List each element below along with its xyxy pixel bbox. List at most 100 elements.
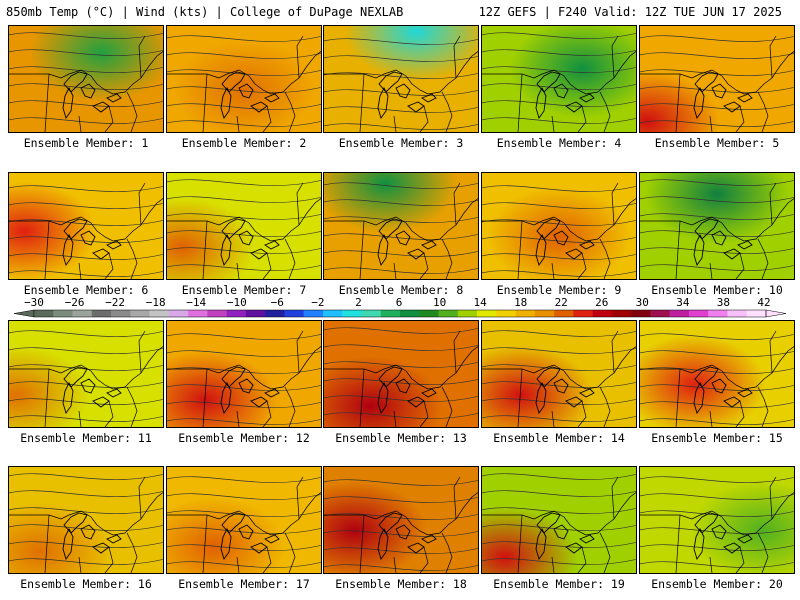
temperature-field-map: [640, 173, 794, 279]
colorbar-segment: [592, 310, 613, 317]
colorbar-segment: [34, 310, 54, 317]
colorbar-segment: [457, 310, 478, 317]
height-contour-line: [482, 185, 636, 192]
colorbar-tick-label: −18: [146, 296, 166, 309]
colorbar-segment: [284, 310, 304, 317]
colorbar-segment: [573, 310, 593, 317]
height-contour-line: [324, 412, 478, 419]
height-contour-line: [482, 100, 636, 107]
colorbar-tick-label: −26: [65, 296, 85, 309]
height-contour-line: [482, 83, 636, 90]
temperature-field-map: [482, 467, 636, 573]
colorbar-segment: [708, 310, 728, 317]
colorbar-segment: [245, 310, 266, 317]
height-contour-line: [324, 123, 478, 130]
colorbar-tick-label: −6: [271, 296, 284, 309]
height-contour-line: [9, 415, 163, 422]
height-contour-line: [167, 367, 321, 374]
height-contour-line: [9, 507, 163, 514]
temperature-field-map: [324, 467, 478, 573]
height-contour-line: [9, 490, 163, 497]
great-lakes-outline: [62, 366, 122, 415]
height-contour-line: [9, 83, 163, 90]
great-lakes-outline: [220, 366, 280, 415]
height-contour-line: [9, 185, 163, 192]
colorbar-tick-label: 30: [636, 296, 649, 309]
height-contour-line: [167, 418, 321, 425]
height-contour-line: [640, 264, 794, 271]
height-contour-line: [167, 35, 321, 42]
height-contour-line: [324, 233, 478, 240]
colorbar-segment: [380, 310, 401, 317]
colorbar-segment: [53, 310, 73, 317]
colorbar-tick-label: 6: [396, 296, 403, 309]
ensemble-member-label: Ensemble Member: 2: [181, 136, 307, 150]
temperature-field-map: [324, 173, 478, 279]
political-borders: [640, 476, 794, 573]
height-contour-line: [167, 350, 321, 357]
height-contour-line: [324, 564, 478, 571]
ensemble-map-panel: [481, 172, 637, 280]
temperature-shading: [482, 321, 636, 427]
temperature-field-map: [324, 26, 478, 132]
height-contour-line: [482, 398, 636, 405]
ensemble-map-panel: [639, 466, 795, 574]
ensemble-member-label: Ensemble Member: 19: [493, 577, 625, 591]
ensemble-member-label: Ensemble Member: 4: [496, 136, 622, 150]
height-contour-line: [167, 476, 321, 483]
temperature-shading: [9, 26, 163, 132]
colorbar-segment: [496, 310, 516, 317]
height-contour-line: [167, 333, 321, 340]
colorbar-segment: [111, 310, 131, 317]
height-contour-line: [640, 196, 794, 203]
height-contour-line: [9, 558, 163, 565]
height-contour-line: [640, 120, 794, 127]
ensemble-map-panel: [323, 320, 479, 428]
ensemble-member-label: Ensemble Member: 7: [181, 283, 307, 297]
ensemble-map-panel: [8, 466, 164, 574]
ensemble-member-label: Ensemble Member: 9: [496, 283, 622, 297]
colorbar-segment: [188, 310, 208, 317]
temperature-shading: [324, 321, 478, 427]
ensemble-map-panel: [639, 172, 795, 280]
height-contour-line: [640, 103, 794, 110]
temperature-shading: [640, 26, 794, 132]
height-contour-line: [9, 541, 163, 548]
ensemble-member-label: Ensemble Member: 3: [338, 136, 464, 150]
great-lakes-outline: [693, 218, 753, 267]
colorbar-tick-label: 18: [514, 296, 527, 309]
ensemble-member-label: Ensemble Member: 16: [20, 577, 152, 591]
colorbar-tick-label: −30: [24, 296, 44, 309]
ensemble-map-panel: [481, 466, 637, 574]
great-lakes-outline: [62, 71, 122, 120]
height-contour-line: [640, 333, 794, 340]
ensemble-map-panel: [8, 320, 164, 428]
colorbar-segment: [477, 310, 497, 317]
height-contour-line: [9, 398, 163, 405]
colorbar-segment: [631, 310, 651, 317]
great-lakes-outline: [693, 512, 753, 561]
ensemble-map-panel: [8, 172, 164, 280]
height-contour-line: [640, 527, 794, 534]
colorbar-segment: [265, 310, 285, 317]
colorbar-segment: [400, 310, 420, 317]
height-contour-line: [9, 381, 163, 388]
height-contour-line: [482, 219, 636, 226]
colorbar-left-arrow: [13, 309, 35, 318]
ensemble-map-panel: [323, 466, 479, 574]
temperature-field-map: [482, 321, 636, 427]
colorbar-tick-label: 2: [355, 296, 362, 309]
colorbar-segment: [342, 310, 362, 317]
political-borders: [9, 476, 163, 573]
temperature-field-map: [167, 321, 321, 427]
height-contour-line: [9, 117, 163, 124]
height-contour-line: [482, 270, 636, 277]
great-lakes-outline: [62, 512, 122, 561]
height-contour-line: [9, 347, 163, 354]
height-contour-line: [167, 561, 321, 568]
height-contour-line: [482, 66, 636, 73]
map-header-right: 12Z GEFS | F240 Valid: 12Z TUE JUN 17 20…: [478, 5, 782, 19]
height-contour-line: [9, 236, 163, 243]
colorbar-tick-label: −14: [186, 296, 206, 309]
height-contour-line: [167, 120, 321, 127]
